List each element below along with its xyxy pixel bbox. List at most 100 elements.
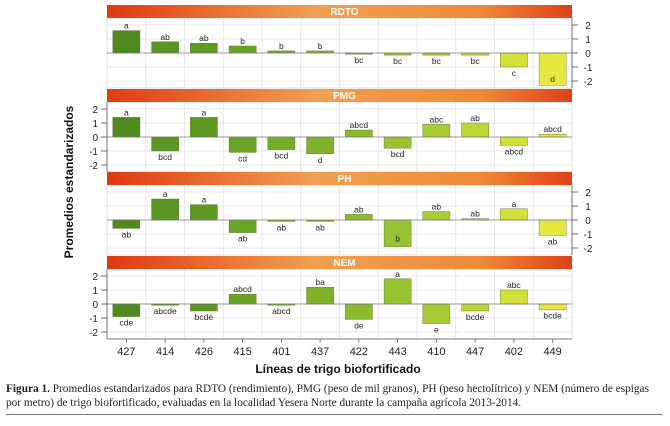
significance-letter: b bbox=[240, 36, 245, 46]
significance-letter: bcde bbox=[466, 312, 485, 322]
significance-letter: abc bbox=[507, 280, 521, 290]
significance-letter: a bbox=[512, 199, 517, 209]
bar-ph-414 bbox=[151, 198, 179, 221]
panel-title: NEM bbox=[333, 258, 355, 269]
bar-pmg-437 bbox=[306, 136, 334, 154]
bar-nem-443 bbox=[383, 278, 412, 305]
significance-letter: b bbox=[395, 234, 400, 244]
significance-letter: de bbox=[354, 320, 364, 330]
significance-letter: a bbox=[124, 107, 129, 117]
significance-letter: ab bbox=[315, 222, 325, 232]
panel-header bbox=[107, 256, 572, 269]
significance-letter: bc bbox=[354, 55, 364, 65]
x-tick-label: 437 bbox=[311, 346, 329, 358]
y-tick-label: 2 bbox=[585, 21, 591, 32]
caption-text: Promedios estandarizados para RDTO (rend… bbox=[6, 383, 649, 409]
bar-nem-422 bbox=[345, 303, 373, 320]
bar-pmg-415 bbox=[228, 136, 257, 153]
x-tick-label: 415 bbox=[233, 346, 251, 358]
significance-letter: e bbox=[434, 325, 439, 335]
significance-letter: bcde bbox=[195, 312, 214, 322]
bar-rdto-426 bbox=[190, 43, 218, 54]
bar-pmg-427 bbox=[112, 117, 141, 138]
panel-nem: NEM cde abcde bcde abcd abcd ba de a e bcde abc bcde… bbox=[89, 256, 573, 340]
y-tick-label: 1 bbox=[92, 119, 98, 130]
panel-title: PH bbox=[338, 174, 352, 185]
x-tick-label: 427 bbox=[117, 346, 135, 358]
y-tick-label: -2 bbox=[584, 77, 593, 88]
bar-rdto-415 bbox=[228, 45, 257, 54]
significance-letter: bc bbox=[432, 56, 442, 66]
bar-pmg-402 bbox=[500, 136, 528, 146]
y-tick-label: 2 bbox=[585, 188, 591, 199]
significance-letter: ab bbox=[122, 229, 132, 239]
x-tick-label: 410 bbox=[427, 346, 445, 358]
bar-ph-449 bbox=[538, 219, 567, 236]
significance-letter: bc bbox=[471, 56, 481, 66]
x-axis-title: Líneas de trigo biofortificado bbox=[255, 362, 420, 376]
significance-letter: abcd bbox=[505, 146, 524, 156]
significance-letter: bcd bbox=[275, 151, 289, 161]
bar-ph-415 bbox=[228, 219, 257, 233]
bar-pmg-449 bbox=[538, 133, 567, 138]
bar-pmg-443 bbox=[383, 136, 412, 149]
x-tick-label: 422 bbox=[350, 346, 368, 358]
y-tick-label: -1 bbox=[584, 230, 593, 241]
y-tick-label: 1 bbox=[92, 286, 98, 297]
bar-pmg-401 bbox=[267, 136, 296, 150]
significance-letter: bcde bbox=[543, 311, 562, 321]
significance-letter: ab bbox=[470, 209, 480, 219]
significance-letter: ab bbox=[199, 33, 209, 43]
panel-header bbox=[107, 172, 572, 185]
significance-letter: abcd bbox=[350, 120, 369, 130]
bar-nem-447 bbox=[461, 303, 489, 312]
y-tick-label: -2 bbox=[584, 244, 593, 255]
bar-rdto-402 bbox=[500, 52, 528, 68]
x-tick-label: 414 bbox=[156, 346, 174, 358]
significance-letter: ab bbox=[470, 113, 480, 123]
significance-letter: cde bbox=[120, 318, 134, 328]
y-tick-label: -1 bbox=[584, 63, 593, 74]
panel-rdto: RDTO a ab ab b b b bc bc bc bc c d 2 1 0 -1 -2 bbox=[106, 5, 593, 89]
bar-rdto-427 bbox=[112, 30, 141, 54]
bar-ph-443 bbox=[383, 219, 412, 247]
significance-letter: ab bbox=[354, 204, 364, 214]
x-tick-label: 426 bbox=[195, 346, 213, 358]
significance-letter: ab bbox=[432, 202, 442, 212]
bar-nem-449 bbox=[538, 303, 567, 310]
bar-nem-410 bbox=[422, 303, 451, 324]
significance-letter: ab bbox=[238, 234, 248, 244]
significance-letter: abc bbox=[430, 114, 444, 124]
bar-nem-426 bbox=[190, 303, 218, 312]
bar-nem-415 bbox=[228, 294, 257, 305]
x-tick-label: 443 bbox=[388, 346, 406, 358]
significance-letter: bcd bbox=[158, 152, 172, 162]
y-tick-label: 1 bbox=[585, 35, 591, 46]
panel-header bbox=[107, 89, 572, 102]
panel-title: PMG bbox=[333, 91, 356, 102]
significance-letter: d bbox=[550, 74, 555, 84]
significance-letter: ab bbox=[548, 236, 558, 246]
figure-caption: Figura 1. Promedios estandarizados para … bbox=[6, 382, 664, 410]
significance-letter: ab bbox=[277, 222, 287, 232]
y-tick-label: 0 bbox=[585, 216, 591, 227]
significance-letter: b bbox=[279, 41, 284, 51]
significance-letter: abcd bbox=[233, 284, 252, 294]
significance-letter: bcd bbox=[391, 149, 405, 159]
bar-pmg-410 bbox=[422, 124, 451, 138]
significance-letter: d bbox=[318, 155, 323, 165]
bar-pmg-422 bbox=[345, 129, 373, 138]
significance-letter: ab bbox=[160, 32, 170, 42]
y-tick-label: 1 bbox=[585, 202, 591, 213]
x-tick-label: 402 bbox=[505, 346, 523, 358]
bar-pmg-447 bbox=[461, 122, 489, 138]
significance-letter: abcd bbox=[272, 306, 291, 316]
significance-letter: a bbox=[202, 107, 207, 117]
bar-ph-410 bbox=[422, 211, 451, 221]
bar-nem-437 bbox=[306, 287, 334, 305]
bar-rdto-414 bbox=[151, 41, 179, 54]
significance-letter: cd bbox=[238, 153, 247, 163]
y-tick-label: -1 bbox=[89, 147, 98, 158]
panel-header bbox=[107, 5, 572, 18]
